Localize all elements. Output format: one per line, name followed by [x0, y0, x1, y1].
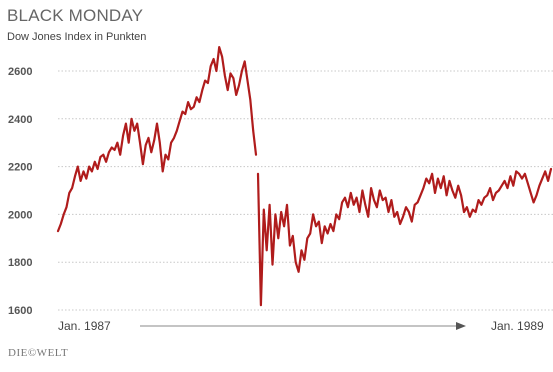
y-tick-label-2600: 2600	[8, 66, 32, 78]
chart-title: BLACK MONDAY	[7, 6, 144, 25]
source-label: DIE©WELT	[8, 347, 69, 359]
x-tick-label-end: Jan. 1989	[491, 319, 544, 333]
x-axis-arrowhead	[456, 322, 466, 330]
y-tick-label-1800: 1800	[8, 257, 32, 269]
y-tick-label-2000: 2000	[8, 209, 32, 221]
y-tick-label-2200: 2200	[8, 162, 32, 174]
series-line-post-crash	[256, 167, 553, 307]
series-line-pre-crash	[56, 45, 258, 233]
y-tick-label-1600: 1600	[8, 305, 32, 317]
x-tick-label-start: Jan. 1987	[58, 319, 111, 333]
chart-subtitle: Dow Jones Index in Punkten	[7, 31, 147, 43]
y-tick-label-2400: 2400	[8, 114, 32, 126]
